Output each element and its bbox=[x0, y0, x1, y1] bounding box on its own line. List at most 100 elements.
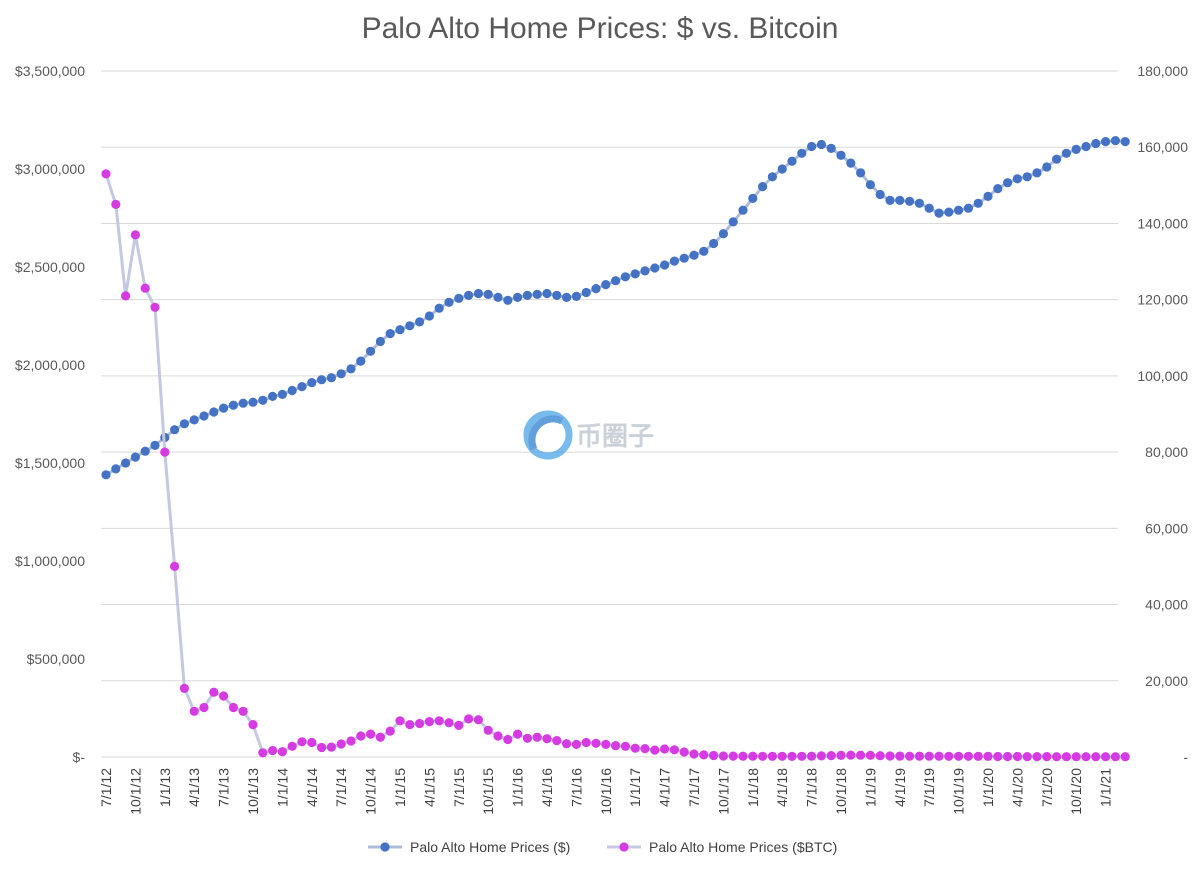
data-point bbox=[875, 189, 885, 200]
right-y-axis: - 20,000 40,000 60,000 80,000 100,000 120,000 1… bbox=[1137, 63, 1188, 765]
data-point bbox=[1022, 752, 1032, 762]
data-point bbox=[179, 419, 189, 429]
data-point bbox=[777, 164, 787, 174]
coin-circle-logo: e bbox=[523, 410, 573, 460]
right-tick-label: 160,000 bbox=[1137, 139, 1188, 155]
data-point bbox=[366, 346, 376, 356]
data-point bbox=[287, 385, 297, 396]
data-point bbox=[542, 734, 552, 744]
data-point bbox=[1110, 136, 1120, 146]
data-point bbox=[415, 718, 425, 729]
data-point bbox=[689, 250, 699, 260]
data-point bbox=[356, 356, 366, 366]
data-point bbox=[1061, 148, 1071, 158]
data-point bbox=[228, 400, 238, 410]
data-point bbox=[797, 148, 807, 158]
data-point bbox=[1101, 752, 1111, 762]
data-point bbox=[807, 751, 817, 761]
x-tick-label: 7/1/20 bbox=[1039, 768, 1055, 807]
data-point bbox=[238, 706, 248, 716]
data-point bbox=[728, 217, 738, 227]
right-tick-label: 180,000 bbox=[1137, 63, 1188, 79]
data-point bbox=[689, 749, 699, 759]
right-tick-label: 40,000 bbox=[1145, 597, 1188, 613]
left-tick-label: $500,000 bbox=[27, 651, 86, 667]
data-point bbox=[669, 256, 680, 266]
data-point bbox=[650, 263, 660, 273]
data-point bbox=[464, 714, 474, 724]
data-point bbox=[963, 751, 974, 761]
data-point bbox=[571, 291, 582, 301]
left-tick-label: $1,000,000 bbox=[15, 553, 85, 569]
data-point bbox=[562, 292, 572, 302]
x-tick-label: 7/1/15 bbox=[451, 768, 467, 807]
x-tick-label: 4/1/16 bbox=[539, 768, 555, 807]
data-point bbox=[1022, 172, 1032, 182]
data-point bbox=[473, 715, 483, 725]
data-point bbox=[993, 751, 1003, 762]
x-tick-label: 10/1/20 bbox=[1068, 768, 1084, 815]
data-point bbox=[973, 751, 983, 762]
data-point bbox=[248, 397, 258, 407]
data-point bbox=[346, 736, 356, 746]
data-point bbox=[258, 748, 268, 758]
data-point bbox=[571, 739, 582, 750]
data-point bbox=[405, 321, 415, 331]
left-tick-label: $1,500,000 bbox=[15, 455, 85, 471]
data-point bbox=[856, 750, 866, 760]
data-point bbox=[914, 751, 925, 761]
data-point bbox=[522, 290, 533, 300]
data-point bbox=[581, 287, 591, 298]
right-tick-label: 80,000 bbox=[1145, 444, 1188, 460]
data-point bbox=[1081, 752, 1091, 762]
data-point bbox=[1052, 154, 1062, 164]
x-tick-label: 10/1/18 bbox=[833, 768, 849, 815]
data-point bbox=[1101, 137, 1111, 147]
x-tick-label: 4/1/14 bbox=[304, 768, 320, 807]
data-point bbox=[601, 739, 611, 750]
data-point bbox=[219, 691, 229, 701]
data-point bbox=[767, 751, 778, 761]
data-point bbox=[444, 297, 454, 307]
data-point bbox=[385, 329, 395, 339]
legend-label: Palo Alto Home Prices ($BTC) bbox=[649, 839, 837, 855]
data-point bbox=[846, 750, 856, 760]
data-point bbox=[1052, 752, 1062, 762]
data-point bbox=[209, 687, 219, 697]
data-point bbox=[611, 276, 621, 286]
legend: Palo Alto Home Prices ($) Palo Alto Home … bbox=[368, 839, 837, 855]
data-point bbox=[170, 425, 180, 435]
x-tick-label: 7/1/19 bbox=[921, 768, 937, 807]
data-point bbox=[287, 741, 297, 751]
data-point bbox=[1061, 752, 1071, 762]
x-tick-label: 1/1/19 bbox=[862, 768, 878, 807]
left-tick-label: $- bbox=[73, 749, 86, 765]
data-point bbox=[1032, 752, 1042, 762]
data-point bbox=[121, 291, 131, 301]
data-point bbox=[111, 199, 121, 209]
data-point bbox=[375, 336, 385, 347]
data-point bbox=[424, 311, 434, 321]
data-point bbox=[189, 415, 199, 425]
right-tick-label: 60,000 bbox=[1145, 520, 1188, 536]
data-point bbox=[1120, 137, 1130, 147]
data-point bbox=[1081, 141, 1091, 152]
data-point bbox=[944, 207, 954, 217]
right-tick-label: 100,000 bbox=[1137, 368, 1188, 384]
data-point bbox=[826, 143, 836, 153]
data-point bbox=[787, 751, 797, 762]
data-point bbox=[552, 290, 562, 300]
data-point bbox=[199, 411, 209, 421]
legend-label: Palo Alto Home Prices ($) bbox=[410, 839, 570, 855]
data-point bbox=[483, 725, 493, 735]
data-point bbox=[669, 745, 680, 755]
data-point bbox=[1042, 162, 1052, 172]
data-point bbox=[650, 745, 660, 755]
data-point bbox=[513, 729, 523, 739]
data-point bbox=[356, 731, 366, 741]
data-point bbox=[366, 729, 376, 739]
data-point bbox=[258, 395, 268, 405]
data-point bbox=[836, 150, 846, 160]
x-tick-label: 10/1/16 bbox=[598, 768, 614, 815]
x-tick-label: 7/1/18 bbox=[804, 768, 820, 807]
